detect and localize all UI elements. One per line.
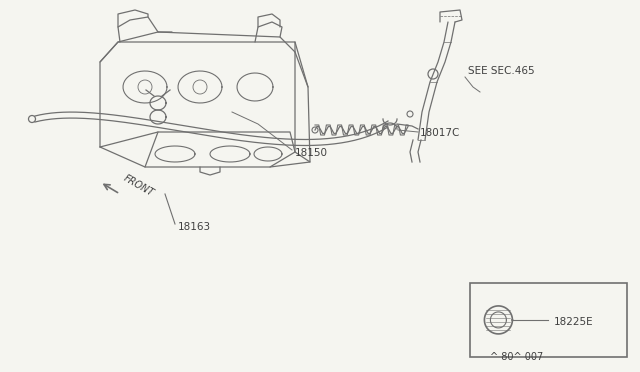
Text: 18225E: 18225E bbox=[554, 317, 593, 327]
Text: 18163: 18163 bbox=[178, 222, 211, 232]
Bar bbox=[470, 283, 627, 357]
Text: FRONT: FRONT bbox=[122, 173, 156, 198]
Text: ^ 80^ 007: ^ 80^ 007 bbox=[490, 352, 543, 362]
Text: SEE SEC.465: SEE SEC.465 bbox=[468, 66, 534, 76]
Text: 18150: 18150 bbox=[295, 148, 328, 158]
Text: 18017C: 18017C bbox=[420, 128, 460, 138]
